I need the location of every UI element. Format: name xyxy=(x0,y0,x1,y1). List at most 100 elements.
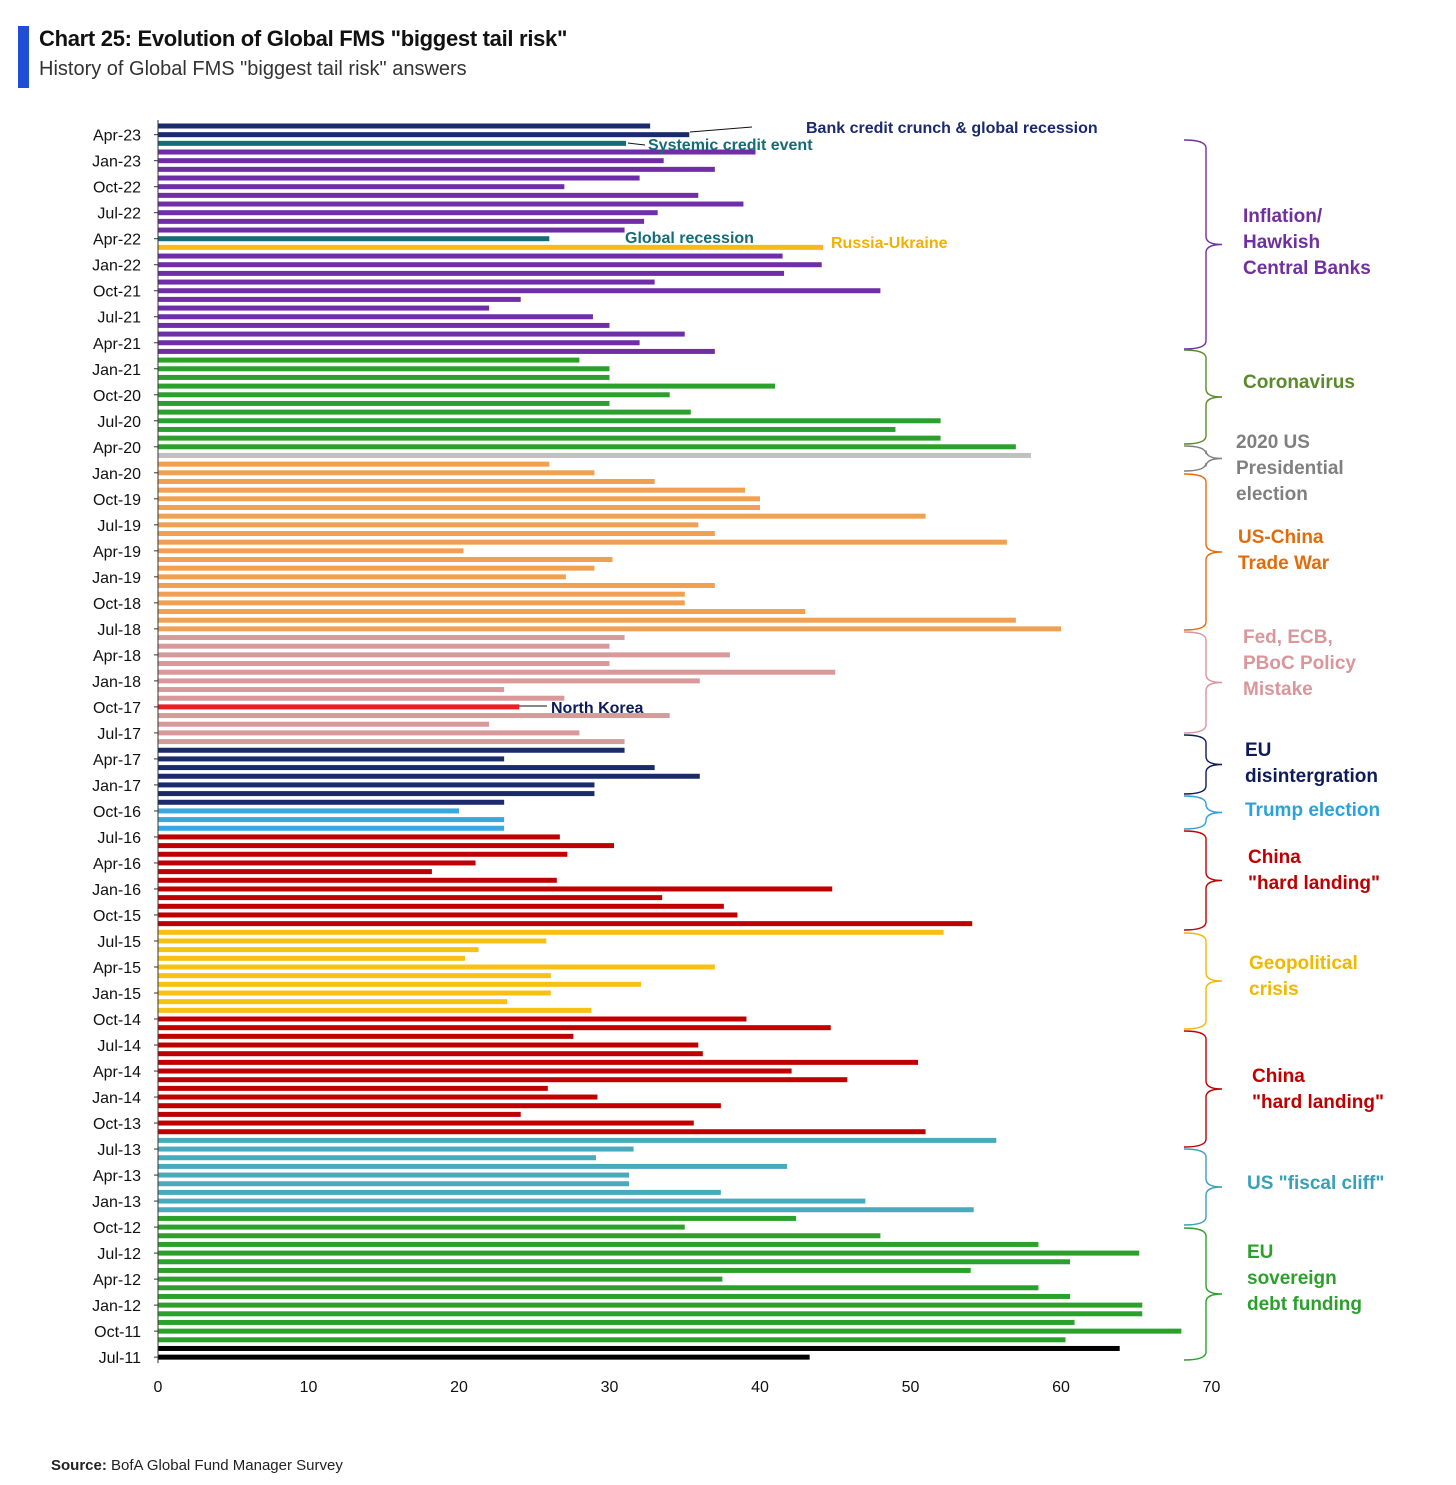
group-label: Trade War xyxy=(1238,553,1330,574)
bar-jul-12 xyxy=(158,1250,1140,1256)
group-label: election xyxy=(1236,484,1308,505)
bar-sep-15 xyxy=(158,921,973,927)
x-tick-label: 50 xyxy=(902,1379,920,1396)
y-tick-label: Apr-17 xyxy=(93,752,141,769)
bar-mar-16 xyxy=(158,869,432,875)
bar-oct-15 xyxy=(158,912,738,918)
bar-oct-12 xyxy=(158,1224,685,1230)
bar-jun-20 xyxy=(158,426,896,432)
annotation-label: Bank credit crunch & global recession xyxy=(806,120,1098,137)
group-label: EU xyxy=(1247,1242,1273,1263)
bar-aug-12 xyxy=(158,1241,1039,1247)
bar-apr-18 xyxy=(158,652,730,658)
annotation-leader-line xyxy=(627,142,646,146)
bar-aug-22 xyxy=(158,201,744,207)
bar-apr-14 xyxy=(158,1068,792,1074)
y-tick-label: Jan-18 xyxy=(92,674,141,691)
bar-mar-21 xyxy=(158,348,715,354)
y-tick-label: Jan-19 xyxy=(92,570,141,587)
bar-dec-22 xyxy=(158,166,715,172)
bar-apr-15 xyxy=(158,964,715,970)
bar-dec-17 xyxy=(158,687,505,693)
bar-jan-23 xyxy=(158,158,664,164)
bar-mar-14 xyxy=(158,1077,848,1083)
bar-apr-19 xyxy=(158,548,464,554)
bar-feb-23 xyxy=(158,149,756,155)
y-tick-label: Jan-12 xyxy=(92,1298,141,1315)
group-label: US "fiscal cliff" xyxy=(1247,1173,1384,1194)
bar-jul-15 xyxy=(158,938,547,944)
group-label: Inflation/ xyxy=(1243,206,1323,227)
y-tick-label: Jan-23 xyxy=(92,154,141,171)
bar-mar-15 xyxy=(158,973,551,979)
bar-oct-19 xyxy=(158,496,760,502)
bar-apr-20 xyxy=(158,444,1016,450)
bar-aug-17 xyxy=(158,721,490,727)
y-tick-label: Jul-12 xyxy=(97,1246,141,1263)
x-tick-label: 0 xyxy=(154,1379,163,1396)
y-tick-label: Oct-13 xyxy=(93,1116,141,1133)
bar-aug-16 xyxy=(158,825,505,831)
bar-may-15 xyxy=(158,955,466,961)
y-tick-label: Jul-17 xyxy=(97,726,141,743)
annotation-label: Global recession xyxy=(625,230,754,247)
bar-jan-18 xyxy=(158,678,700,684)
y-tick-label: Jan-17 xyxy=(92,778,141,795)
y-tick-label: Oct-11 xyxy=(94,1324,141,1341)
bar-feb-18 xyxy=(158,669,836,675)
bar-nov-19 xyxy=(158,487,745,493)
group-label: Presidential xyxy=(1236,458,1344,479)
y-tick-label: Oct-12 xyxy=(93,1220,141,1237)
bar-apr-16 xyxy=(158,860,476,866)
bar-mar-19 xyxy=(158,557,613,562)
x-tick-label: 20 xyxy=(450,1379,468,1396)
y-tick-label: Apr-13 xyxy=(93,1168,141,1185)
y-tick-label: Jan-14 xyxy=(92,1090,141,1107)
bar-jul-14 xyxy=(158,1042,699,1048)
bar-feb-20 xyxy=(158,461,550,467)
bar-jan-17 xyxy=(158,782,595,788)
bar-jun-13 xyxy=(158,1155,596,1161)
y-tick-label: Jul-11 xyxy=(99,1350,141,1367)
y-tick-label: Oct-19 xyxy=(93,492,141,509)
bar-jun-16 xyxy=(158,843,615,849)
bar-jun-14 xyxy=(158,1051,703,1057)
bar-jan-19 xyxy=(158,574,566,580)
y-tick-label: Oct-15 xyxy=(93,908,141,925)
bar-jul-21 xyxy=(158,314,593,320)
bar-may-20 xyxy=(158,435,941,441)
bar-jul-16 xyxy=(158,834,560,840)
group-bracket xyxy=(1183,1030,1223,1148)
group-bracket xyxy=(1183,349,1223,445)
bar-dec-18 xyxy=(158,583,715,589)
y-tick-label: Apr-22 xyxy=(93,232,141,249)
bar-jun-18 xyxy=(158,635,625,641)
y-tick-label: Apr-19 xyxy=(93,544,141,561)
y-tick-label: Oct-16 xyxy=(93,804,141,821)
group-bracket xyxy=(1183,795,1223,830)
y-tick-label: Oct-21 xyxy=(93,284,141,301)
bar-jan-14 xyxy=(158,1094,598,1100)
bar-nov-11 xyxy=(158,1319,1075,1325)
bar-apr-23 xyxy=(158,132,690,138)
bar-dec-19 xyxy=(158,478,655,484)
bar-oct-11 xyxy=(158,1328,1182,1334)
group-bracket xyxy=(1183,1148,1223,1226)
bar-apr-17 xyxy=(158,756,505,762)
bar-nov-13 xyxy=(158,1111,521,1117)
bar-dec-11 xyxy=(158,1311,1143,1317)
bar-jun-15 xyxy=(158,947,479,953)
bar-oct-16 xyxy=(158,808,459,814)
bar-feb-12 xyxy=(158,1293,1071,1299)
bar-jan-13 xyxy=(158,1198,866,1204)
bar-nov-21 xyxy=(158,279,655,285)
y-tick-label: Jul-21 xyxy=(97,310,141,327)
bar-feb-22 xyxy=(158,253,783,259)
y-tick-label: Apr-16 xyxy=(93,856,141,873)
x-tick-label: 70 xyxy=(1203,1379,1221,1396)
y-tick-label: Jan-21 xyxy=(92,362,141,379)
bar-feb-15 xyxy=(158,981,642,987)
y-tick-label: Jul-22 xyxy=(97,206,141,223)
group-label: disintergration xyxy=(1245,766,1378,787)
bar-chart: Apr-23 Jan-23 Oct-22 Jul-22 Apr-22 Jan-22 Oct-… xyxy=(92,120,1384,1396)
